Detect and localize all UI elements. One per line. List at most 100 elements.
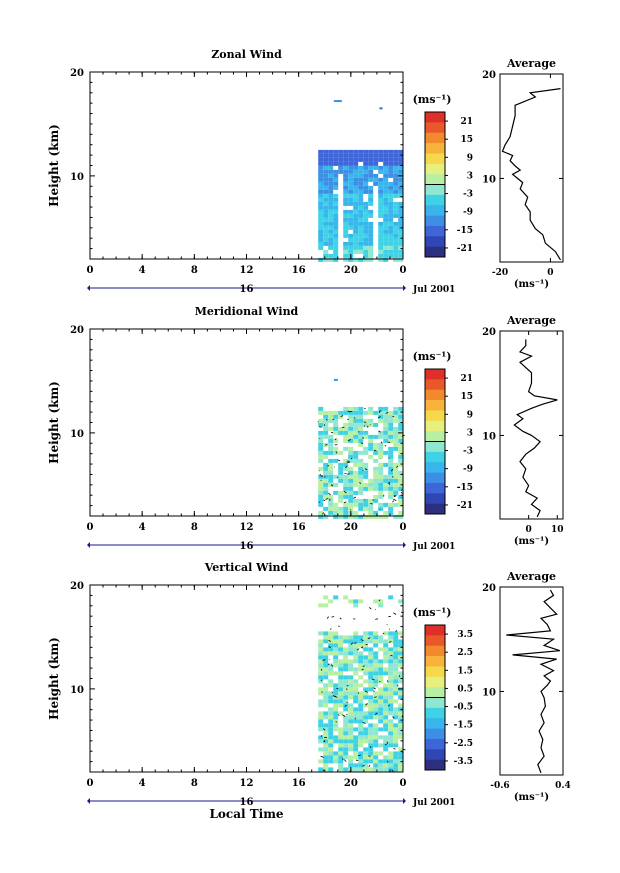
heatmap-cell (398, 249, 404, 254)
heatmap-cell (368, 743, 374, 748)
heatmap-cell (353, 181, 359, 186)
heatmap-cell (388, 165, 394, 170)
heatmap-cell (388, 185, 394, 190)
contour-mark (347, 418, 349, 421)
heatmap-cell (358, 197, 364, 202)
y-axis-label: Height (km) (47, 637, 61, 720)
colorbar-tick-label: -1.5 (454, 721, 473, 731)
contour-mark (340, 414, 344, 418)
heatmap-cell (383, 450, 389, 455)
heatmap-cell (368, 759, 374, 764)
heatmap-cell (343, 153, 349, 158)
heatmap-cell (323, 486, 329, 491)
panel-title: Vertical Wind (204, 561, 289, 574)
heatmap-cell (328, 502, 334, 507)
heatmap-cell (363, 153, 369, 158)
heatmap-cell (388, 161, 394, 166)
heatmap-cell (328, 719, 334, 724)
heatmap-cell (318, 703, 324, 708)
heatmap-cell (333, 751, 339, 756)
heatmap-cell (358, 430, 364, 435)
heatmap-cell (348, 169, 354, 174)
colorbar-swatch (425, 625, 445, 636)
heatmap-cell (348, 189, 354, 194)
heatmap-cell (368, 699, 374, 704)
heatmap-cell (318, 651, 324, 656)
heatmap-cell (348, 647, 354, 652)
heatmap-cell (378, 149, 384, 154)
heatmap-cell (358, 217, 364, 222)
date-label: 16 (240, 284, 254, 295)
heatmap-cell (388, 173, 394, 178)
heatmap-cell (383, 695, 389, 700)
heatmap-cell (353, 715, 359, 720)
heatmap-cell (368, 185, 374, 190)
heatmap-cell (348, 153, 354, 158)
heatmap-cell (373, 514, 379, 519)
heatmap-cell (368, 671, 374, 676)
heatmap-cell (358, 466, 364, 471)
heatmap-cell (398, 639, 404, 644)
heatmap-cell (323, 189, 329, 194)
heatmap-cell (358, 241, 364, 246)
colorbar-swatch (425, 493, 445, 504)
colorbar-swatch (425, 153, 445, 165)
heatmap-cell (378, 727, 384, 732)
heatmap-cell (388, 249, 394, 254)
heatmap-cell (358, 422, 364, 427)
heatmap-cell (323, 233, 329, 238)
heatmap-cell (358, 213, 364, 218)
heatmap-cell (358, 237, 364, 242)
contour-mark (372, 687, 376, 690)
heatmap-cell (378, 759, 384, 764)
heatmap-cell (398, 245, 404, 250)
heatmap-cell (358, 225, 364, 230)
heatmap-cell (363, 233, 369, 238)
heatmap-cell (353, 474, 359, 479)
heatmap-cell (333, 229, 339, 234)
x-tick-label: 0 (87, 778, 94, 789)
heatmap-cell (353, 739, 359, 744)
contour-mark (386, 741, 389, 744)
average-y-tick-label: 10 (482, 687, 496, 698)
heatmap-cell (383, 149, 389, 154)
heatmap-cell (318, 699, 324, 704)
heatmap-cell (368, 169, 374, 174)
heatmap-cell (383, 639, 389, 644)
heatmap-cell (378, 169, 384, 174)
heatmap-cell (393, 233, 399, 238)
heatmap-cell (323, 193, 329, 198)
heatmap-cell (383, 651, 389, 656)
heatmap-cell (318, 418, 324, 423)
heatmap-cell (398, 229, 404, 234)
heatmap-cell (383, 482, 389, 487)
heatmap-cell (378, 406, 384, 411)
heatmap-cell (398, 659, 404, 664)
heatmap-cell (338, 153, 344, 158)
heatmap-cell (353, 635, 359, 640)
contour-mark (363, 421, 367, 423)
heatmap-cell (328, 221, 334, 226)
heatmap-cell (398, 165, 404, 170)
heatmap-cell (353, 643, 359, 648)
contour-mark (346, 688, 348, 690)
heatmap-cell (343, 727, 349, 732)
heatmap-cell (328, 482, 334, 487)
heatmap-cell (383, 655, 389, 660)
heatmap-cell (323, 450, 329, 455)
heatmap-cell (348, 679, 354, 684)
heatmap-cell (328, 189, 334, 194)
heatmap-cell (338, 639, 344, 644)
heatmap-cell (318, 233, 324, 238)
heatmap-cell (368, 406, 374, 411)
heatmap-cell (328, 651, 334, 656)
contour-mark (378, 599, 381, 602)
contour-mark (369, 746, 372, 749)
heatmap-cell (323, 157, 329, 162)
y-axis-label: Height (km) (47, 124, 61, 207)
heatmap-cell (368, 735, 374, 740)
heatmap-cell (353, 691, 359, 696)
contour-mark (350, 509, 352, 511)
heatmap-cell (378, 679, 384, 684)
heatmap-cell (333, 197, 339, 202)
